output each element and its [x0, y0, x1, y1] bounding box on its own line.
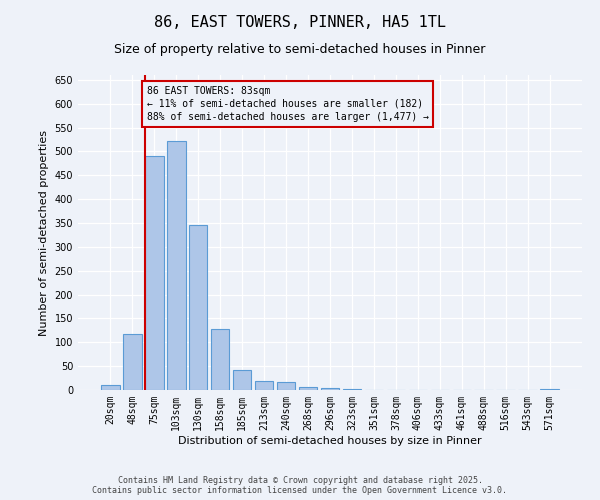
X-axis label: Distribution of semi-detached houses by size in Pinner: Distribution of semi-detached houses by …: [178, 436, 482, 446]
Text: 86, EAST TOWERS, PINNER, HA5 1TL: 86, EAST TOWERS, PINNER, HA5 1TL: [154, 15, 446, 30]
Bar: [211, 330, 229, 390]
Bar: [320, 388, 340, 390]
Bar: [123, 334, 142, 390]
Y-axis label: Number of semi-detached properties: Number of semi-detached properties: [39, 130, 49, 336]
Bar: [233, 370, 251, 390]
Bar: [541, 388, 559, 390]
Bar: [167, 141, 185, 390]
Text: Contains HM Land Registry data © Crown copyright and database right 2025.
Contai: Contains HM Land Registry data © Crown c…: [92, 476, 508, 495]
Bar: [255, 382, 274, 390]
Bar: [101, 385, 119, 390]
Bar: [299, 386, 317, 390]
Bar: [145, 156, 164, 390]
Bar: [189, 226, 208, 390]
Bar: [277, 382, 295, 390]
Text: 86 EAST TOWERS: 83sqm
← 11% of semi-detached houses are smaller (182)
88% of sem: 86 EAST TOWERS: 83sqm ← 11% of semi-deta…: [146, 86, 428, 122]
Text: Size of property relative to semi-detached houses in Pinner: Size of property relative to semi-detach…: [115, 42, 485, 56]
Bar: [343, 389, 361, 390]
